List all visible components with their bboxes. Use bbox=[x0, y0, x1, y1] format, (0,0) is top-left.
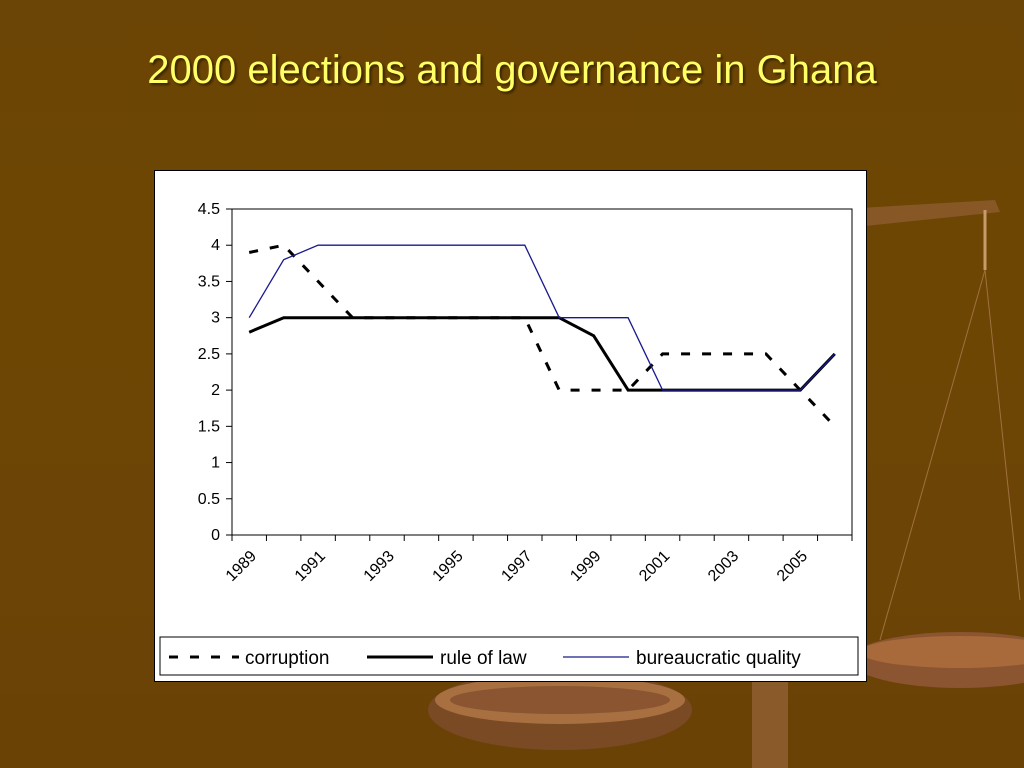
y-axis-ticks: 0 0.5 1 1.5 2 2.5 3 3.5 4 4.5 bbox=[198, 201, 232, 544]
x-tick-label: 1991 bbox=[292, 548, 329, 585]
y-tick-label: 4.5 bbox=[198, 201, 220, 218]
line-chart: 0 0.5 1 1.5 2 2.5 3 3.5 4 4.5 1989 1991 1993 1995 199… bbox=[159, 201, 859, 676]
legend-label-rule-of-law: rule of law bbox=[440, 648, 527, 669]
slide-title: 2000 elections and governance in Ghana bbox=[147, 48, 877, 92]
y-tick-label: 1 bbox=[211, 455, 220, 472]
y-tick-label: 3 bbox=[211, 310, 220, 327]
x-tick-label: 1989 bbox=[223, 548, 260, 585]
legend-box bbox=[159, 636, 859, 676]
y-tick-label: 3.5 bbox=[198, 273, 220, 290]
x-tick-label: 2005 bbox=[774, 548, 811, 585]
y-tick-label: 1.5 bbox=[198, 418, 220, 435]
chart-panel: 0 0.5 1 1.5 2 2.5 3 3.5 4 4.5 1989 1991 1993 1995 199… bbox=[154, 170, 867, 682]
chart-legend: corruption rule of law bureaucratic qualit… bbox=[159, 636, 859, 676]
x-tick-label: 1993 bbox=[361, 548, 398, 585]
series-lines bbox=[248, 243, 836, 428]
y-tick-label: 4 bbox=[211, 237, 220, 254]
x-tick-label: 2001 bbox=[636, 548, 673, 585]
legend-label-corruption: corruption bbox=[245, 648, 330, 669]
y-tick-label: 0 bbox=[211, 527, 220, 544]
y-tick-label: 2.5 bbox=[198, 346, 220, 363]
x-axis-ticks: 1989 1991 1993 1995 1997 1999 2001 2003 2005 bbox=[223, 535, 853, 585]
series-line-bureaucratic-quality bbox=[248, 244, 836, 391]
plot-area-frame bbox=[231, 208, 853, 536]
legend-label-bureaucratic-quality: bureaucratic quality bbox=[636, 648, 801, 669]
x-tick-label: 1997 bbox=[498, 548, 535, 585]
series-line-corruption bbox=[248, 243, 836, 428]
chart-axes bbox=[231, 208, 853, 536]
x-tick-label: 1999 bbox=[567, 548, 604, 585]
y-tick-label: 2 bbox=[211, 382, 220, 399]
y-tick-label: 0.5 bbox=[198, 491, 220, 508]
x-tick-label: 1995 bbox=[430, 548, 467, 585]
x-tick-label: 2003 bbox=[705, 548, 742, 585]
